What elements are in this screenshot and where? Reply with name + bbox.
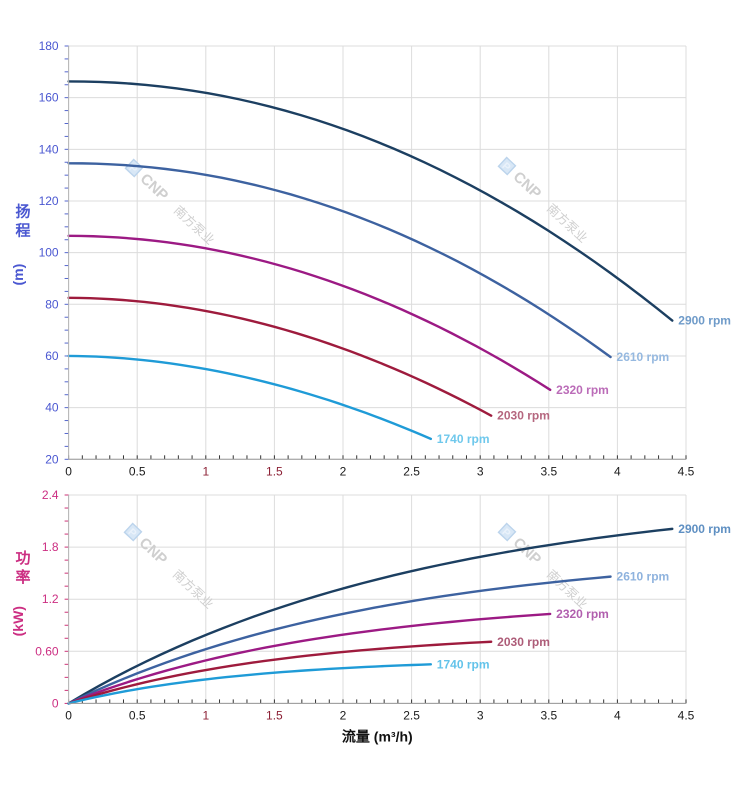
svg-text:2320 rpm: 2320 rpm (556, 607, 609, 621)
svg-text:0.5: 0.5 (129, 708, 146, 722)
svg-text:1.5: 1.5 (266, 464, 283, 478)
svg-text:80: 80 (45, 297, 59, 311)
svg-text:2900 rpm: 2900 rpm (678, 522, 731, 536)
svg-text:0: 0 (65, 464, 72, 478)
svg-text:4: 4 (614, 708, 621, 722)
svg-text:1.5: 1.5 (266, 708, 283, 722)
svg-text:2.5: 2.5 (403, 464, 420, 478)
svg-text:程: 程 (15, 223, 30, 240)
svg-text:0.5: 0.5 (129, 464, 146, 478)
svg-text:0.60: 0.60 (35, 644, 59, 658)
svg-text:(m): (m) (10, 264, 26, 286)
svg-text:1740 rpm: 1740 rpm (437, 432, 490, 446)
svg-text:2: 2 (340, 708, 347, 722)
svg-text:2900 rpm: 2900 rpm (678, 314, 731, 328)
svg-text:流量 (m³/h): 流量 (m³/h) (342, 728, 413, 744)
svg-text:1740 rpm: 1740 rpm (437, 657, 490, 671)
svg-text:率: 率 (15, 568, 30, 586)
svg-text:2.4: 2.4 (42, 488, 59, 502)
svg-text:2: 2 (340, 464, 347, 478)
svg-text:120: 120 (39, 194, 59, 208)
svg-text:2030 rpm: 2030 rpm (497, 635, 550, 649)
svg-text:2610 rpm: 2610 rpm (617, 350, 670, 364)
svg-text:0: 0 (65, 708, 72, 722)
svg-text:2320 rpm: 2320 rpm (556, 383, 609, 397)
svg-text:4.5: 4.5 (678, 708, 695, 722)
svg-text:180: 180 (39, 39, 59, 53)
svg-text:3.5: 3.5 (540, 464, 557, 478)
svg-text:3.5: 3.5 (540, 708, 557, 722)
svg-text:功: 功 (15, 550, 30, 567)
svg-text:2030 rpm: 2030 rpm (497, 409, 550, 423)
svg-text:1.2: 1.2 (42, 592, 59, 606)
svg-text:(kW): (kW) (10, 606, 26, 636)
svg-text:20: 20 (45, 452, 59, 466)
svg-text:扬: 扬 (15, 203, 30, 221)
svg-text:0: 0 (52, 696, 59, 710)
svg-text:3: 3 (477, 464, 484, 478)
svg-text:1: 1 (202, 464, 209, 478)
svg-text:2610 rpm: 2610 rpm (617, 570, 670, 584)
svg-text:160: 160 (39, 91, 59, 105)
svg-text:100: 100 (39, 246, 59, 260)
svg-text:1: 1 (202, 708, 209, 722)
svg-text:4.5: 4.5 (678, 464, 695, 478)
svg-text:1.8: 1.8 (42, 540, 59, 554)
svg-text:2.5: 2.5 (403, 708, 420, 722)
svg-text:140: 140 (39, 142, 59, 156)
svg-text:3: 3 (477, 708, 484, 722)
svg-text:60: 60 (45, 349, 59, 363)
svg-text:4: 4 (614, 464, 621, 478)
svg-text:40: 40 (45, 401, 59, 415)
